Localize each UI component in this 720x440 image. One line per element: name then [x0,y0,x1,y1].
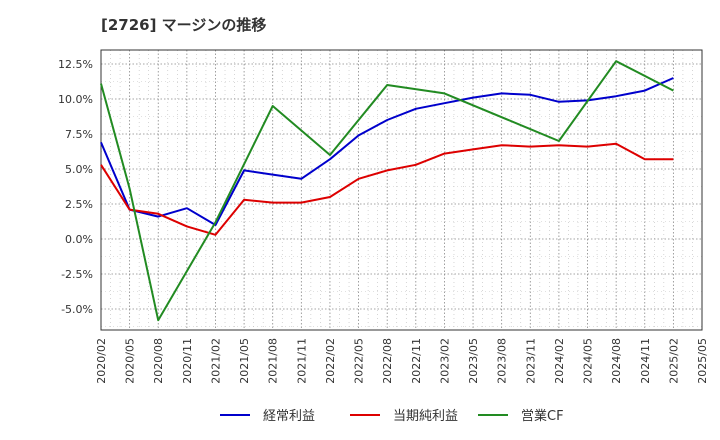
x-tick-label: 2024/08 [610,338,623,384]
plot-frame [100,49,703,331]
legend-label-2: 当期純利益 [393,409,458,424]
y-tick-label: 12.5% [58,58,93,71]
x-tick-label: 2021/08 [267,338,280,384]
y-tick-label: -2.5% [61,268,93,281]
x-tick-label: 2023/02 [438,338,451,384]
x-tick-label: 2020/05 [124,338,137,384]
x-tick-label: 2025/02 [667,338,680,384]
x-tick-label: 2023/11 [524,338,537,384]
y-axis: 12.5% 10.0% 7.5% 5.0% 2.5% 0.0% -2.5% -5.0% [58,58,93,316]
y-tick-label: 5.0% [65,163,93,176]
grid [100,50,703,330]
y-tick-label: 10.0% [58,93,93,106]
legend: 経常利益 当期純利益 営業CF [220,408,564,424]
y-tick-label: -5.0% [61,303,93,316]
x-tick-label: 2022/02 [324,338,337,384]
y-tick-label: 2.5% [65,198,93,211]
x-tick-label: 2025/05 [696,338,709,384]
x-tick-label: 2023/05 [467,338,480,384]
x-tick-label: 2020/02 [95,338,108,384]
chart-title: [2726] マージンの推移 [101,16,266,34]
x-tick-label: 2021/05 [238,338,251,384]
x-axis: 2020/02 2020/05 2020/08 2020/11 2021/02 2021/… [95,338,709,384]
series-line-1 [100,77,674,226]
series-line-2 [100,142,674,236]
x-tick-label: 2023/08 [496,338,509,384]
series-line-3 [100,60,674,322]
x-tick-label: 2022/05 [353,338,366,384]
x-tick-label: 2021/11 [295,338,308,384]
y-tick-label: 7.5% [65,128,93,141]
x-tick-label: 2020/11 [181,338,194,384]
series-layer [100,60,674,322]
x-tick-label: 2020/08 [152,338,165,384]
legend-label-1: 経常利益 [263,409,315,424]
x-tick-label: 2021/02 [209,338,222,384]
x-tick-label: 2022/08 [381,338,394,384]
x-tick-label: 2024/11 [639,338,652,384]
x-tick-label: 2022/11 [410,338,423,384]
x-tick-label: 2024/02 [553,338,566,384]
x-tick-label: 2024/05 [582,338,595,384]
y-tick-label: 0.0% [65,233,93,246]
legend-label-3: 営業CF [521,408,564,424]
